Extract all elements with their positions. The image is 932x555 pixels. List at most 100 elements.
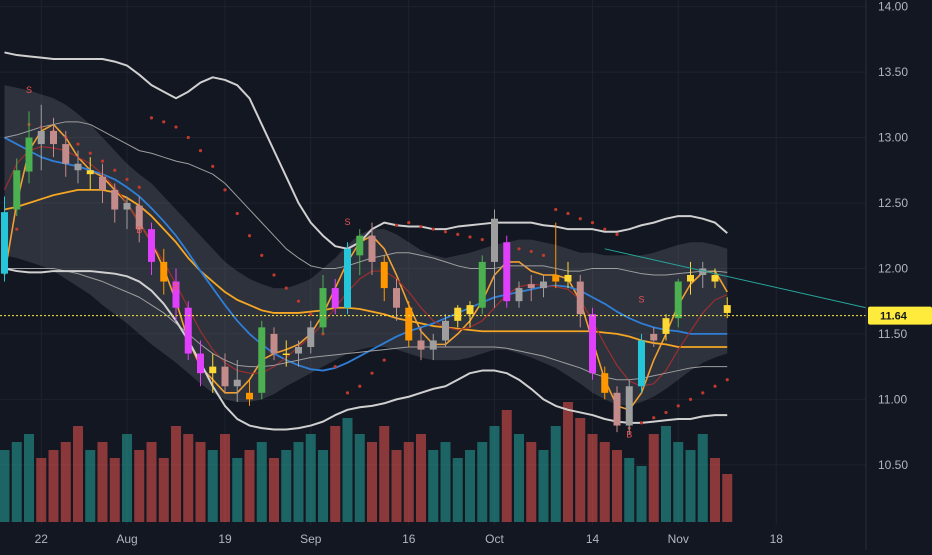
candle-body[interactable] xyxy=(25,137,33,172)
candle-body[interactable] xyxy=(687,274,694,282)
sar-dot xyxy=(578,217,582,221)
candle-body[interactable] xyxy=(393,288,400,308)
sar-dot xyxy=(382,358,386,362)
sar-dot xyxy=(541,253,546,257)
sar-dot xyxy=(615,232,619,237)
candle-body[interactable] xyxy=(258,327,266,393)
candle-body[interactable] xyxy=(246,392,253,400)
candle-body[interactable] xyxy=(625,386,633,426)
trend-line[interactable] xyxy=(604,248,867,309)
candle-body[interactable] xyxy=(454,307,462,321)
candle-body[interactable] xyxy=(723,305,731,313)
candle-body[interactable] xyxy=(552,274,560,282)
candle-body[interactable] xyxy=(62,144,70,164)
sar-dot xyxy=(260,253,264,257)
candle-body[interactable] xyxy=(233,379,241,387)
volume-bar xyxy=(416,434,426,522)
candle-body[interactable] xyxy=(50,130,57,145)
volume-bar xyxy=(428,450,439,522)
candle-body[interactable] xyxy=(123,202,131,210)
volume-bar xyxy=(60,442,71,522)
candle-body[interactable] xyxy=(221,366,229,387)
volume-bar xyxy=(526,442,537,522)
candle-body[interactable] xyxy=(527,284,535,289)
sar-dot xyxy=(419,224,423,229)
candle-body[interactable] xyxy=(540,281,547,289)
candle-body[interactable] xyxy=(209,366,217,374)
candle-body[interactable] xyxy=(576,281,584,315)
candle-body[interactable] xyxy=(282,353,290,356)
signal-markers: S B B S S B xyxy=(26,85,645,439)
time-tick-label: Sep xyxy=(300,532,322,546)
candle-body[interactable] xyxy=(405,307,413,341)
candle-body[interactable] xyxy=(429,340,437,350)
candle-body[interactable] xyxy=(307,327,315,347)
volume-bar xyxy=(501,410,512,522)
candle-body[interactable] xyxy=(674,281,682,319)
candle-body[interactable] xyxy=(613,392,621,426)
volume-bar xyxy=(158,458,169,522)
candle-body[interactable] xyxy=(331,288,339,308)
candle-body[interactable] xyxy=(638,340,645,387)
candle-body[interactable] xyxy=(662,318,670,334)
candle-body[interactable] xyxy=(368,235,376,262)
candle-body[interactable] xyxy=(148,229,155,262)
sar-dot xyxy=(688,397,693,401)
sar-dot xyxy=(296,299,301,303)
candle-body[interactable] xyxy=(99,176,106,190)
candle-body[interactable] xyxy=(197,353,204,374)
sar-dot xyxy=(198,149,203,153)
candle-body[interactable] xyxy=(601,373,609,393)
volume-bar xyxy=(318,450,328,522)
sar-dot xyxy=(566,211,570,216)
sar-dot xyxy=(149,116,154,120)
sar-dot xyxy=(456,232,460,237)
candle-body[interactable] xyxy=(380,261,388,289)
volume-bar xyxy=(244,450,255,522)
sar-dot xyxy=(100,159,105,163)
candlesticks[interactable] xyxy=(1,104,731,435)
candle-body[interactable] xyxy=(491,218,498,262)
candle-body[interactable] xyxy=(295,346,302,354)
candle-body[interactable] xyxy=(699,268,707,275)
candle-body[interactable] xyxy=(172,281,180,308)
price-axis[interactable]: 14.00 13.50 13.00 12.50 12.00 11.50 11.00 10.50… xyxy=(865,0,932,550)
candle-body[interactable] xyxy=(111,189,119,210)
candle-body[interactable] xyxy=(356,235,364,256)
price-tick-label: 11.00 xyxy=(878,392,907,406)
candle-body[interactable] xyxy=(589,314,596,374)
candle-body[interactable] xyxy=(86,170,94,175)
time-tick-label: 22 xyxy=(35,532,49,546)
candle-body[interactable] xyxy=(135,205,143,230)
candle-body[interactable] xyxy=(515,288,523,302)
candle-body[interactable] xyxy=(74,163,82,171)
candle-body[interactable] xyxy=(417,340,425,350)
candle-body[interactable] xyxy=(650,333,658,341)
candle-body[interactable] xyxy=(344,248,351,308)
candle-body[interactable] xyxy=(1,212,8,274)
candle-body[interactable] xyxy=(319,288,327,328)
time-tick-label: 16 xyxy=(402,532,416,546)
sar-dot xyxy=(284,286,288,290)
candle-body[interactable] xyxy=(564,274,572,282)
sar-dot xyxy=(443,230,448,234)
candle-body[interactable] xyxy=(503,242,511,302)
signal-marker: B xyxy=(626,429,632,439)
candle-body[interactable] xyxy=(37,130,45,145)
candle-body[interactable] xyxy=(13,170,21,210)
candle-body[interactable] xyxy=(160,261,168,282)
volume-bar xyxy=(232,458,243,522)
volume-bar xyxy=(673,442,684,522)
candle-body[interactable] xyxy=(466,305,474,315)
candle-body[interactable] xyxy=(478,261,486,308)
candle-body[interactable] xyxy=(711,274,719,282)
trendline[interactable] xyxy=(604,248,867,309)
time-axis[interactable]: 22 Aug 19 Sep 16 Oct 14 Nov 18 xyxy=(35,532,784,546)
candle-body[interactable] xyxy=(442,320,449,341)
candle-body[interactable] xyxy=(270,333,278,354)
last-price-tag xyxy=(868,306,932,325)
candle-body[interactable] xyxy=(184,307,192,354)
sar-dot xyxy=(725,378,729,382)
sar-dot xyxy=(125,177,129,182)
